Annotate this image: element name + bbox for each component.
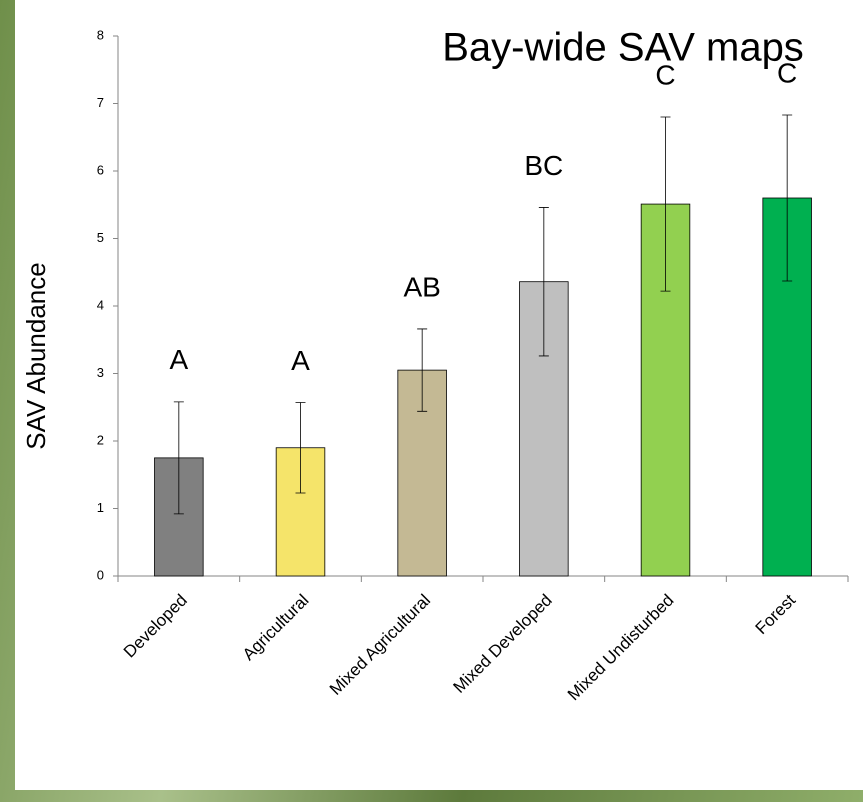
chart-title: Bay-wide SAV maps xyxy=(442,26,804,70)
y-axis-label: SAV Abundance xyxy=(21,262,51,449)
error-bar xyxy=(660,116,671,292)
significance-label: A xyxy=(291,345,310,376)
y-tick-label: 7 xyxy=(97,95,104,110)
significance-label: BC xyxy=(524,150,563,181)
y-tick-label: 0 xyxy=(97,567,104,582)
error-bar xyxy=(295,402,306,494)
y-tick-label: 3 xyxy=(97,365,104,380)
error-bar xyxy=(538,207,549,357)
error-bar xyxy=(782,114,793,282)
significance-label: AB xyxy=(403,271,440,302)
y-tick-label: 4 xyxy=(97,297,104,312)
error-bar xyxy=(417,328,428,412)
significance-label: A xyxy=(169,344,188,375)
y-tick-label: 8 xyxy=(97,27,104,42)
y-tick-label: 1 xyxy=(97,500,104,515)
significance-label: C xyxy=(655,59,675,90)
y-tick-label: 6 xyxy=(97,162,104,177)
significance-label: C xyxy=(777,57,797,88)
error-bar xyxy=(173,401,184,515)
y-tick-label: 2 xyxy=(97,432,104,447)
y-tick-label: 5 xyxy=(97,230,104,245)
